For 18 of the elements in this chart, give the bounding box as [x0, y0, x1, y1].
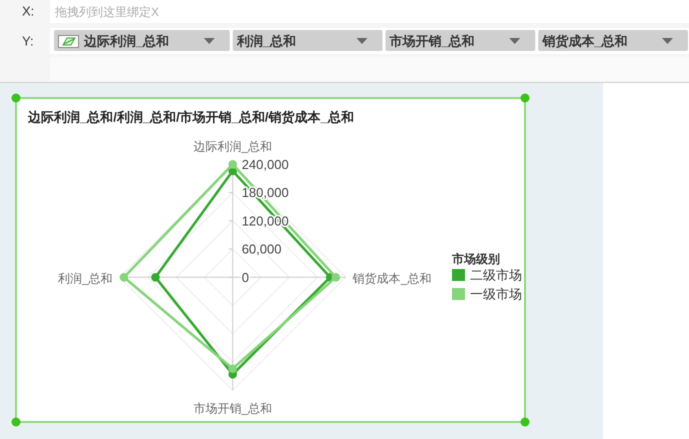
y-tick-label: 60,000 [242, 242, 282, 257]
y-tick-label: 0 [242, 270, 249, 285]
axis-name: 销货成本_总和 [352, 271, 432, 286]
field-chip: 边际利润_总和 [54, 30, 230, 51]
y-tick-label: 240,000 [242, 156, 289, 172]
field-chip: 销货成本_总和 [538, 30, 688, 51]
axis-name: 利润_总和 [58, 271, 113, 286]
legend-label: 一级市场 [470, 286, 522, 302]
legend-label: 二级市场 [470, 268, 522, 282]
chart-title: 边际利润_总和/利润_总和/市场开销_总和/销货成本_总和 [28, 110, 354, 124]
text: Y: [22, 34, 34, 48]
field-chip: 市场开销_总和 [386, 30, 536, 51]
axis-name: 市场开销_总和 [193, 401, 272, 416]
text: X: [22, 4, 34, 18]
field-chip: 利润_总和 [232, 30, 382, 51]
axis-name: 边际利润_总和 [193, 139, 272, 154]
legend-title: 市场级别 [451, 252, 500, 266]
text: 拖拽列到这里绑定X [54, 5, 160, 19]
